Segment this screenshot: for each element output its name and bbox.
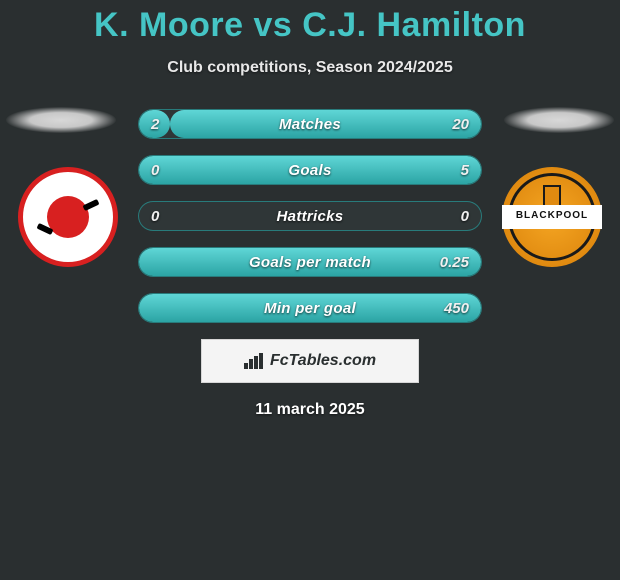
team-crest-right: BLACKPOOL — [502, 167, 602, 267]
stat-label: Goals — [139, 156, 481, 184]
stat-row: 220Matches — [138, 109, 482, 139]
page-title: K. Moore vs C.J. Hamilton — [0, 0, 620, 45]
fleetwood-ball-icon — [47, 196, 89, 238]
stat-row: 00Hattricks — [138, 201, 482, 231]
stat-bars: 220Matches 05Goals 00Hattricks 0.25Goals pe… — [138, 107, 482, 323]
stat-label: Hattricks — [139, 202, 481, 230]
comparison-arena: BLACKPOOL 220Matches 05Goals 00Hattricks 0.… — [0, 107, 620, 323]
stat-label: Matches — [139, 110, 481, 138]
player-shadow-left — [6, 107, 116, 133]
date-text: 11 march 2025 — [0, 401, 620, 419]
stat-label: Goals per match — [139, 248, 481, 276]
player-shadow-right — [504, 107, 614, 133]
team-crest-left — [18, 167, 118, 267]
subtitle: Club competitions, Season 2024/2025 — [0, 59, 620, 77]
stat-row: 0.25Goals per match — [138, 247, 482, 277]
barchart-icon — [244, 353, 264, 369]
brand-badge[interactable]: FcTables.com — [201, 339, 419, 383]
blackpool-tower-icon — [543, 185, 561, 207]
stat-row: 450Min per goal — [138, 293, 482, 323]
stat-row: 05Goals — [138, 155, 482, 185]
blackpool-band: BLACKPOOL — [502, 205, 602, 229]
brand-text: FcTables.com — [270, 352, 376, 370]
stat-label: Min per goal — [139, 294, 481, 322]
